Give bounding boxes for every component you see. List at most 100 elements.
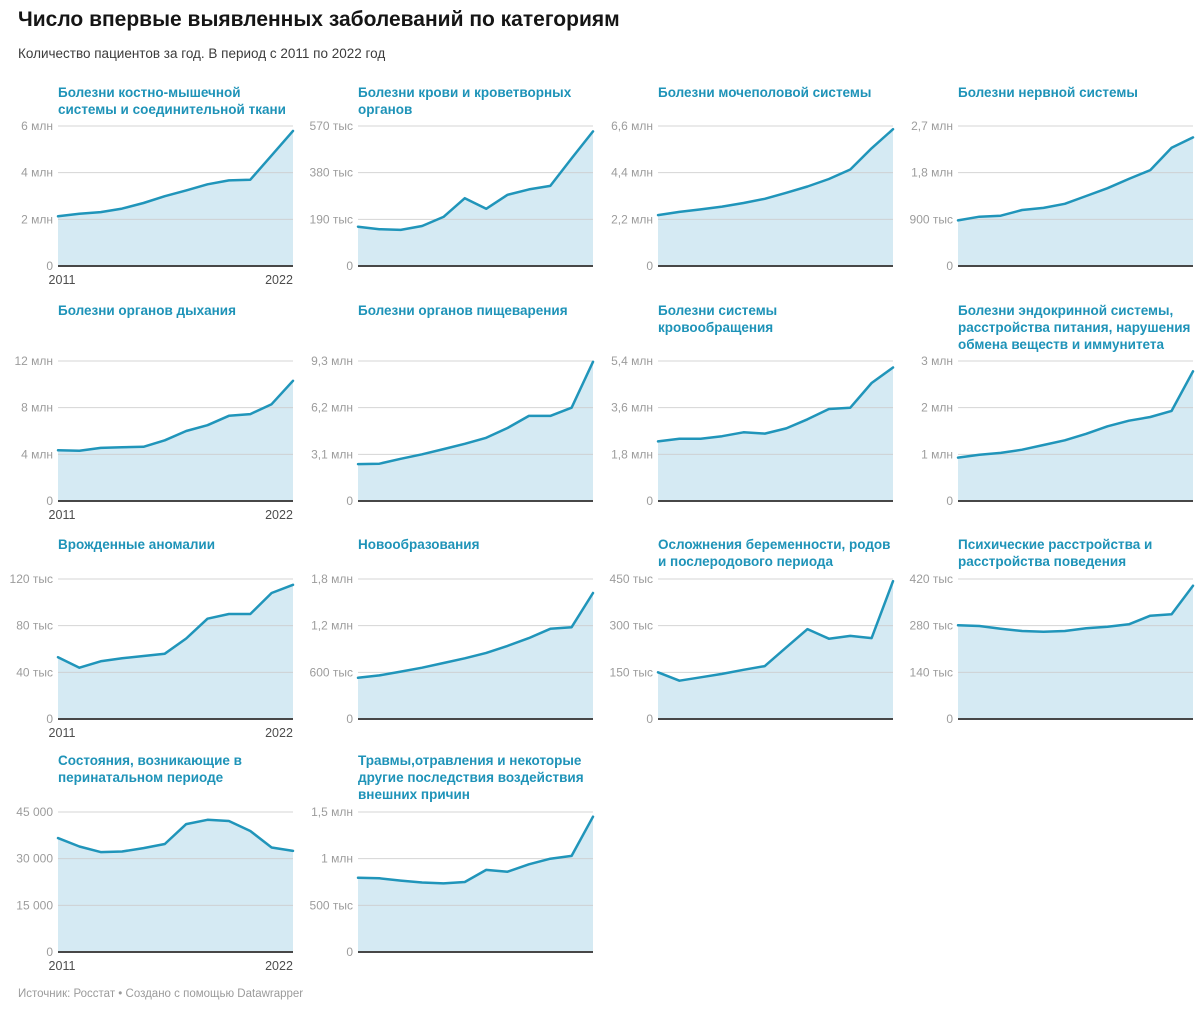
y-tick-label: 190 тыс	[310, 212, 353, 226]
y-tick-label: 9,3 млн	[311, 354, 353, 368]
area-fill	[358, 361, 593, 501]
chart-plot: 570 тыс 380 тыс 190 тыс 0	[310, 119, 595, 273]
y-tick-label: 0	[346, 259, 353, 273]
page-title: Число впервые выявленных заболеваний по …	[18, 8, 620, 31]
chart-plot: 3 млн 2 млн 1 млн 0	[921, 354, 1195, 508]
chart-title: Психические расстройства и расстройства …	[958, 537, 1153, 570]
x-tick-label-end: 2022	[265, 726, 293, 740]
y-tick-label: 2 млн	[921, 401, 953, 415]
chart-title: Осложнения беременности, родов и послеро…	[658, 537, 891, 570]
y-tick-label: 4 млн	[21, 447, 53, 461]
x-tick-label-end: 2022	[265, 959, 293, 973]
area-fill	[58, 130, 293, 266]
data-line	[956, 370, 1195, 459]
y-tick-label: 0	[346, 712, 353, 726]
x-tick-label-start: 2011	[49, 726, 76, 740]
y-tick-label: 0	[346, 494, 353, 508]
area-fill	[658, 129, 893, 266]
area-fill	[958, 585, 1193, 719]
data-line	[356, 591, 595, 680]
chart-title: Новообразования	[358, 537, 480, 552]
y-tick-label: 4,4 млн	[611, 166, 653, 180]
y-tick-label: 8 млн	[21, 401, 53, 415]
y-tick-label: 380 тыс	[310, 166, 353, 180]
area-fill	[658, 581, 893, 719]
source-note: Источник: Росстат • Создано с помощью Da…	[18, 988, 304, 1000]
y-tick-label: 1,8 млн	[611, 447, 653, 461]
data-line	[956, 136, 1195, 222]
area-fill	[58, 819, 293, 952]
x-tick-label-start: 2011	[49, 508, 76, 522]
y-tick-label: 600 тыс	[310, 665, 353, 679]
page-subtitle: Количество пациентов за год. В период с …	[18, 46, 386, 61]
y-tick-label: 15 000	[16, 898, 53, 912]
chart-title: Травмы,отравления и некоторые другие пос…	[358, 753, 584, 803]
area-fill	[658, 367, 893, 501]
chart-title: Болезни системы кровообращения	[658, 303, 778, 336]
y-tick-label: 5,4 млн	[611, 354, 653, 368]
chart-title: Болезни крови и кроветворных органов	[358, 85, 572, 118]
y-tick-label: 900 тыс	[910, 212, 953, 226]
y-tick-label: 40 тыс	[16, 665, 53, 679]
y-tick-label: 2,7 млн	[911, 119, 953, 133]
chart-title: Болезни костно-мышечной системы и соедин…	[58, 85, 286, 118]
y-tick-label: 500 тыс	[310, 898, 353, 912]
data-line	[56, 129, 295, 218]
data-line	[656, 579, 895, 682]
data-line	[56, 818, 295, 854]
data-line	[356, 360, 595, 466]
data-line	[656, 366, 895, 443]
y-tick-label: 280 тыс	[910, 619, 953, 633]
data-line	[356, 815, 595, 885]
x-tick-label-end: 2022	[265, 508, 293, 522]
chart-title: Болезни мочеполовой системы	[658, 85, 872, 100]
data-line	[56, 583, 295, 669]
y-tick-label: 0	[946, 494, 953, 508]
y-tick-label: 0	[46, 494, 53, 508]
y-tick-label: 300 тыс	[610, 619, 653, 633]
y-tick-label: 1 млн	[321, 852, 353, 866]
y-tick-label: 1,2 млн	[311, 619, 353, 633]
y-tick-label: 420 тыс	[910, 572, 953, 586]
y-tick-label: 6 млн	[21, 119, 53, 133]
y-tick-label: 0	[346, 945, 353, 959]
y-tick-label: 0	[646, 259, 653, 273]
data-line	[56, 379, 295, 453]
y-tick-label: 80 тыс	[16, 619, 53, 633]
area-fill	[358, 816, 593, 952]
y-tick-label: 150 тыс	[610, 665, 653, 679]
chart-plot: 420 тыс 280 тыс 140 тыс 0	[910, 572, 1195, 726]
area-fill	[958, 137, 1193, 266]
chart-plot: 9,3 млн 6,2 млн 3,1 млн 0	[311, 354, 595, 508]
chart-title: Состояния, возникающие в перинатальном п…	[58, 753, 242, 786]
chart-plot: 2,7 млн 1,8 млн 900 тыс 0	[910, 119, 1195, 273]
y-tick-label: 1,8 млн	[311, 572, 353, 586]
y-tick-label: 3 млн	[921, 354, 953, 368]
y-tick-label: 0	[946, 712, 953, 726]
chart-plot: 6,6 млн 4,4 млн 2,2 млн 0	[611, 119, 895, 273]
y-tick-label: 0	[646, 494, 653, 508]
y-tick-label: 120 тыс	[10, 572, 53, 586]
y-tick-label: 1 млн	[921, 447, 953, 461]
y-tick-label: 570 тыс	[310, 119, 353, 133]
y-tick-label: 3,6 млн	[611, 401, 653, 415]
y-tick-label: 450 тыс	[610, 572, 653, 586]
y-tick-label: 45 000	[16, 805, 53, 819]
y-tick-label: 0	[46, 259, 53, 273]
y-tick-label: 3,1 млн	[311, 447, 353, 461]
y-tick-label: 0	[46, 712, 53, 726]
y-tick-label: 1,5 млн	[311, 805, 353, 819]
chart-plot: 450 тыс 300 тыс 150 тыс 0	[610, 572, 895, 726]
x-tick-label-end: 2022	[265, 273, 293, 287]
data-line	[956, 584, 1195, 633]
y-tick-label: 2,2 млн	[611, 212, 653, 226]
y-tick-label: 1,8 млн	[911, 166, 953, 180]
chart-plot: 1,5 млн 1 млн 500 тыс 0	[310, 805, 595, 959]
chart-title: Болезни органов пищеварения	[358, 303, 568, 318]
y-tick-label: 12 млн	[14, 354, 53, 368]
area-fill	[358, 131, 593, 266]
